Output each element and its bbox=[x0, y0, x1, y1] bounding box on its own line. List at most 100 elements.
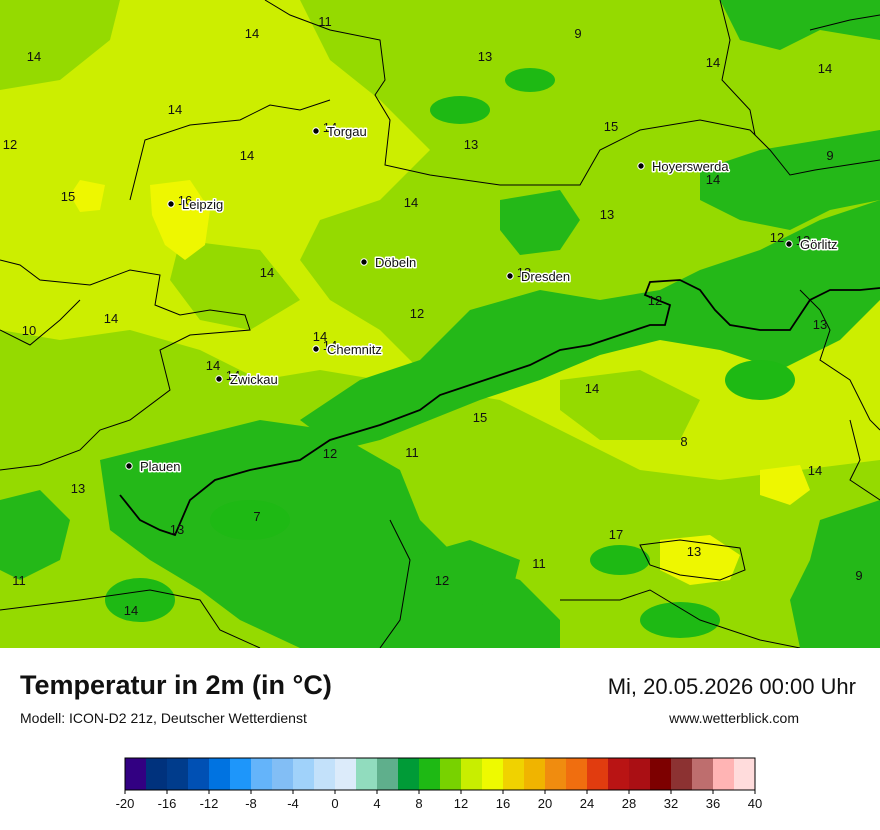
city-dot bbox=[215, 375, 223, 383]
legend-swatch bbox=[419, 758, 441, 790]
legend-swatch bbox=[587, 758, 609, 790]
city-temperature: 14 bbox=[226, 368, 240, 383]
legend-tick-label: -8 bbox=[245, 796, 257, 811]
grid-temperature-value: 12 bbox=[648, 293, 662, 308]
grid-temperature-value: 12 bbox=[323, 446, 337, 461]
city-name: Görlitz bbox=[800, 237, 838, 252]
city-name: Leipzig bbox=[182, 197, 223, 212]
grid-temperature-value: 12 bbox=[3, 137, 17, 152]
city-temperature: 16 bbox=[178, 193, 192, 208]
grid-temperature-value: 14 bbox=[27, 49, 41, 64]
legend-swatch bbox=[377, 758, 399, 790]
legend-swatch bbox=[650, 758, 672, 790]
legend-tick-label: 12 bbox=[454, 796, 468, 811]
city-d-beln: Döbeln bbox=[360, 254, 418, 272]
grid-temperature-value: 15 bbox=[473, 410, 487, 425]
grid-temperature-value: 10 bbox=[22, 323, 36, 338]
legend-swatch bbox=[146, 758, 168, 790]
legend-swatch bbox=[125, 758, 147, 790]
site-link[interactable]: www.wetterblick.com bbox=[669, 710, 799, 726]
grid-temperature-value: 12 bbox=[435, 573, 449, 588]
legend-swatch bbox=[713, 758, 735, 790]
grid-temperature-value: 9 bbox=[574, 26, 581, 41]
legend-tick-label: 36 bbox=[706, 796, 720, 811]
grid-temperature-value: 13 bbox=[600, 207, 614, 222]
legend-swatch bbox=[209, 758, 231, 790]
legend-swatch bbox=[335, 758, 357, 790]
grid-temperature-value: 13 bbox=[71, 481, 85, 496]
legend-swatch bbox=[356, 758, 378, 790]
legend-tick-label: 20 bbox=[538, 796, 552, 811]
grid-temperature-value: 9 bbox=[855, 568, 862, 583]
grid-temperature-value: 12 bbox=[770, 230, 784, 245]
grid-temperature-value: 17 bbox=[609, 527, 623, 542]
footer: Temperatur in 2m (in °C) Modell: ICON-D2… bbox=[0, 648, 880, 830]
legend-swatch bbox=[230, 758, 252, 790]
legend-swatch bbox=[293, 758, 315, 790]
legend-swatch bbox=[692, 758, 714, 790]
city-name: Zwickau bbox=[230, 372, 278, 387]
legend-tick-label: 0 bbox=[331, 796, 338, 811]
legend-swatch bbox=[398, 758, 420, 790]
legend-tick-label: 8 bbox=[415, 796, 422, 811]
legend-swatch bbox=[629, 758, 651, 790]
grid-temperature-value: 14 bbox=[260, 265, 274, 280]
legend-swatch bbox=[188, 758, 210, 790]
legend-tick-label: -4 bbox=[287, 796, 299, 811]
legend-swatch bbox=[440, 758, 462, 790]
grid-temperature-value: 13 bbox=[478, 49, 492, 64]
city-temperature: 13 bbox=[517, 265, 531, 280]
borders bbox=[0, 0, 880, 648]
city-plauen: Plauen bbox=[125, 458, 182, 476]
legend-tick-label: -20 bbox=[116, 796, 135, 811]
grid-temperature-value: 9 bbox=[826, 148, 833, 163]
legend-tick-label: 40 bbox=[748, 796, 762, 811]
city-temperature: 14 bbox=[323, 120, 337, 135]
legend-swatch bbox=[734, 758, 756, 790]
czech-border bbox=[119, 279, 880, 537]
city-name: Plauen bbox=[140, 459, 180, 474]
city-temperature: 12 bbox=[796, 233, 810, 248]
grid-temperature-value: 14 bbox=[706, 55, 720, 70]
city-dot bbox=[637, 162, 645, 170]
grid-temperature-value: 8 bbox=[680, 434, 687, 449]
city-temperature: 14 bbox=[323, 338, 337, 353]
grid-temperature-value: 7 bbox=[253, 509, 260, 524]
grid-temperature-value: 14 bbox=[124, 603, 138, 618]
grid-temperature-value: 11 bbox=[318, 14, 332, 29]
grid-temperature-value: 14 bbox=[313, 329, 327, 344]
city-markers: 14Torgau16LeipzigHoyerswerda12GörlitzDöb… bbox=[125, 120, 839, 476]
grid-temperature-value: 13 bbox=[170, 522, 184, 537]
grid-temperature-value: 14 bbox=[168, 102, 182, 117]
grid-temperature-value: 14 bbox=[818, 61, 832, 76]
legend-swatch bbox=[671, 758, 693, 790]
grid-temperature-value: 14 bbox=[404, 195, 418, 210]
grid-temperature-value: 14 bbox=[808, 463, 822, 478]
legend-tick-label: 28 bbox=[622, 796, 636, 811]
grid-temperature-value: 11 bbox=[12, 573, 26, 588]
grid-temperature-value: 14 bbox=[706, 172, 720, 187]
legend-tick-label: -12 bbox=[200, 796, 219, 811]
city-name: Hoyerswerda bbox=[652, 159, 729, 174]
color-legend: -20 -16 -12 -8 -4 0 4 8 12 16 20 24 28 32 36 40 bbox=[116, 757, 762, 811]
grid-temperature-value: 11 bbox=[532, 556, 546, 571]
grid-temperature-value: 15 bbox=[61, 189, 75, 204]
temperature-zones-cool bbox=[0, 0, 880, 648]
city-name: Chemnitz bbox=[327, 342, 382, 357]
legend-swatch bbox=[524, 758, 546, 790]
grid-temperature-value: 11 bbox=[405, 445, 419, 460]
grid-temperature-value: 14 bbox=[206, 358, 220, 373]
model-info: Modell: ICON-D2 21z, Deutscher Wetterdie… bbox=[20, 710, 307, 726]
legend-swatch bbox=[608, 758, 630, 790]
city-dot bbox=[312, 127, 320, 135]
city-name: Döbeln bbox=[375, 255, 416, 270]
legend-swatch bbox=[251, 758, 273, 790]
grid-temperature-value: 14 bbox=[245, 26, 259, 41]
